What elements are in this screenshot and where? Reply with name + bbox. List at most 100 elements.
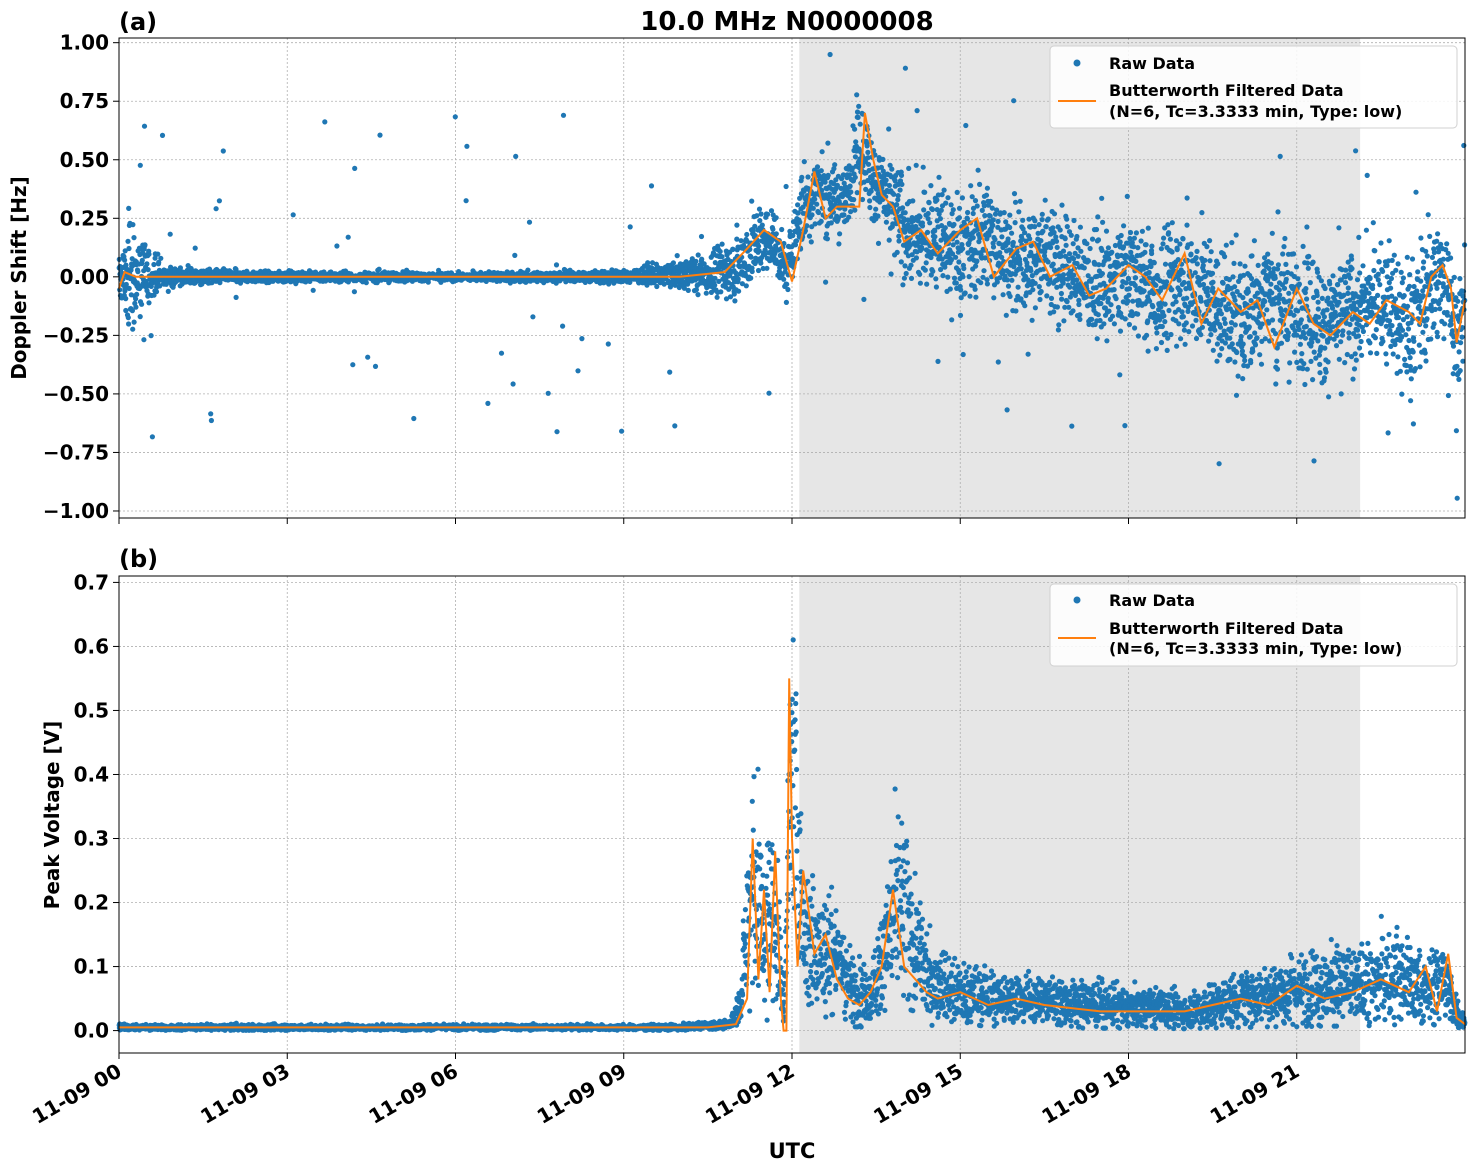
raw-data-point [1295,276,1301,282]
raw-data-point [1032,280,1038,286]
raw-data-point [1051,211,1058,217]
raw-data-point [898,172,905,178]
raw-data-point [1376,259,1382,265]
raw-data-point [510,381,516,387]
raw-data-point [1353,357,1359,363]
raw-data-point [1400,275,1406,281]
raw-data-point [1250,348,1256,354]
raw-data-point [1386,238,1392,244]
raw-data-point [954,239,960,245]
raw-data-point [749,198,755,204]
raw-data-point [1207,238,1213,244]
raw-data-point [990,222,996,228]
raw-data-point [770,226,776,232]
raw-data-point [897,187,903,193]
raw-data-point [1242,263,1248,269]
raw-data-point [773,231,779,237]
raw-data-point [133,304,139,310]
raw-data-point [627,224,633,230]
raw-data-point [131,235,137,241]
raw-data-point [1242,357,1248,364]
raw-data-point [153,289,160,295]
raw-data-point [1184,195,1190,201]
raw-data-point [1391,252,1397,258]
raw-data-point [1305,265,1311,271]
raw-data-point [983,192,990,198]
raw-data-point [1181,279,1187,286]
raw-data-point [1269,230,1275,236]
raw-data-point [1300,366,1306,372]
raw-data-point [123,296,129,302]
raw-data-point [924,229,931,235]
raw-data-point [922,189,928,195]
raw-data-point [928,183,934,189]
raw-data-point [864,143,870,149]
raw-data-point [1015,284,1021,290]
raw-data-point [695,252,701,258]
raw-data-point [1077,224,1083,230]
raw-data-point [1084,241,1090,247]
raw-data-point [1304,296,1310,302]
raw-data-point [1158,304,1164,310]
raw-data-point [1199,210,1205,216]
raw-data-point [758,260,764,266]
raw-data-point [1169,249,1175,255]
raw-data-point [1316,314,1322,320]
raw-data-point [1153,346,1159,352]
raw-data-point [1268,281,1274,287]
raw-data-point [167,231,173,237]
raw-data-point [1143,242,1149,248]
raw-data-point [886,237,892,243]
raw-data-point [1099,195,1105,201]
raw-data-point [1126,276,1132,282]
raw-data-point [334,243,340,249]
raw-data-point [959,195,966,201]
raw-data-point [1403,332,1409,338]
raw-data-point [736,288,742,294]
raw-data-point [1286,379,1292,385]
raw-data-point [1063,242,1069,248]
raw-data-point [654,283,660,290]
raw-data-point [142,242,148,248]
raw-data-point [1209,270,1216,276]
raw-data-point [1064,299,1070,305]
raw-data-point [1053,238,1060,244]
raw-data-point [1036,284,1042,290]
raw-data-point [1070,241,1076,247]
raw-data-point [1358,338,1364,345]
raw-data-point [853,139,859,145]
raw-data-point [970,210,976,217]
raw-data-point [1182,341,1188,347]
raw-data-point [764,265,770,271]
raw-data-point [1258,361,1265,367]
raw-data-point [464,143,470,149]
raw-data-point [963,122,969,129]
raw-data-point [906,165,912,171]
raw-data-point [1106,256,1112,262]
raw-data-point [900,282,906,288]
raw-data-point [1275,262,1281,268]
raw-data-point [1222,254,1228,260]
raw-data-point [148,283,154,289]
raw-data-point [1308,358,1314,364]
raw-data-point [1347,275,1353,281]
raw-data-point [1158,339,1165,346]
raw-data-point [1145,348,1151,354]
raw-data-point [130,222,136,228]
raw-data-point [1013,308,1019,314]
raw-data-point [376,266,382,272]
raw-data-point [1373,327,1379,333]
raw-data-point [672,423,678,429]
raw-data-point [345,234,351,240]
raw-data-point [1389,323,1395,329]
raw-data-point [1201,268,1207,274]
raw-data-point [1105,295,1111,301]
raw-data-point [900,205,906,211]
raw-data-point [1016,209,1022,215]
raw-data-point [1108,302,1114,308]
raw-data-point [560,323,566,329]
raw-data-point [1098,300,1104,307]
raw-data-point [1135,311,1141,317]
raw-data-point [978,280,984,286]
raw-data-point [1068,232,1074,238]
